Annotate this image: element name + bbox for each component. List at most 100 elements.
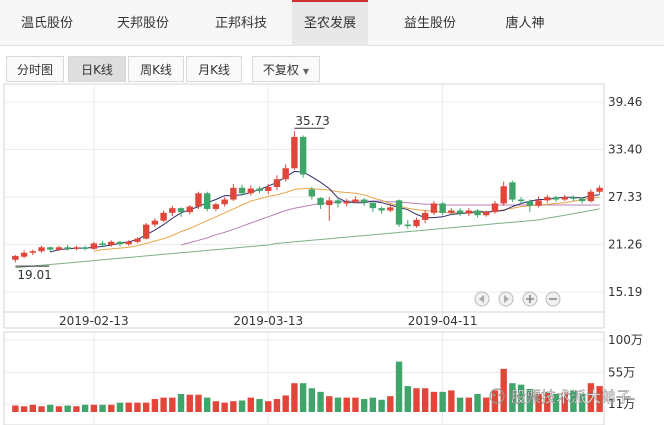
candle — [387, 204, 394, 213]
stock-tab[interactable]: 温氏股份 — [20, 16, 73, 31]
volume-bar — [422, 388, 429, 412]
chevron-down-icon: ▼ — [302, 67, 310, 76]
volume-bar — [55, 406, 63, 412]
stock-tab[interactable]: 益生股份 — [403, 16, 456, 31]
candle — [47, 246, 54, 252]
volume-bar — [38, 406, 45, 412]
candle-body — [230, 187, 237, 200]
candle-body — [195, 193, 202, 207]
candle — [544, 194, 551, 203]
volume-bar — [465, 397, 472, 412]
volume-bar — [273, 399, 281, 412]
candle — [404, 219, 411, 229]
candle — [282, 164, 289, 182]
volume-bar — [552, 394, 560, 412]
y-tick-label: 33.40 — [608, 142, 642, 156]
volume-bar — [108, 404, 115, 412]
volume-tick-label: 11万 — [608, 397, 635, 411]
candle-body — [151, 220, 159, 225]
candle — [29, 249, 36, 256]
zoom-in-icon[interactable] — [522, 291, 538, 307]
ma60-line — [15, 208, 600, 269]
candle — [474, 208, 481, 218]
candle-body — [369, 202, 377, 209]
candle — [422, 210, 429, 224]
candle — [578, 197, 586, 204]
volume-bar — [491, 390, 499, 412]
volume-bar — [430, 391, 438, 412]
x-tick-label: 2019-02-13 — [59, 314, 129, 328]
volume-bar — [369, 397, 377, 412]
candle — [238, 184, 246, 196]
volume-bar — [439, 391, 446, 412]
volume-bar — [169, 397, 176, 412]
stock-tab[interactable]: 正邦科技 — [214, 16, 267, 31]
candle — [108, 240, 115, 247]
candle — [334, 197, 342, 208]
volume-bar — [221, 402, 228, 412]
y-tick-label: 15.19 — [608, 285, 642, 299]
volume-bar — [116, 402, 124, 412]
candle — [517, 197, 525, 204]
candle-body — [204, 193, 211, 209]
candle — [395, 199, 403, 227]
candle-body — [395, 200, 403, 225]
candle — [369, 201, 377, 213]
x-tick-label: 2019-03-13 — [233, 314, 303, 328]
volume-bar — [134, 402, 141, 412]
y-tick-label: 27.33 — [608, 190, 642, 204]
candle — [90, 241, 98, 250]
volume-bar — [212, 401, 220, 412]
volume-tick-label: 55万 — [608, 365, 635, 379]
candle-body — [116, 241, 124, 245]
zoom-out-icon[interactable] — [545, 291, 561, 307]
volume-bar — [544, 391, 551, 412]
volume-bar — [517, 384, 525, 412]
volume-bar — [413, 388, 420, 412]
volume-bar — [378, 399, 385, 412]
candle — [212, 202, 220, 212]
x-tick-label: 2019-04-11 — [408, 314, 478, 328]
candle — [177, 207, 185, 217]
ma5-line — [50, 170, 600, 253]
stock-tab-active[interactable]: 圣农发展 — [292, 0, 368, 46]
volume-bar — [352, 397, 359, 412]
volume-bar — [308, 388, 316, 412]
scroll-left-icon[interactable] — [474, 291, 490, 307]
volume-bars — [12, 361, 603, 412]
candle-body — [596, 187, 603, 192]
volume-bar — [81, 404, 89, 412]
candle — [142, 223, 150, 240]
volume-bar — [526, 388, 534, 412]
volume-bar — [474, 394, 481, 412]
candle-body — [317, 197, 324, 206]
candle-body — [491, 203, 499, 213]
adjust-dropdown[interactable]: 不复权 ▼ — [252, 56, 320, 82]
period-monthly-button[interactable]: 月K线 — [186, 56, 242, 82]
candle — [500, 181, 507, 206]
candle-body — [378, 208, 385, 211]
volume-bar — [456, 397, 464, 412]
volume-bar — [265, 401, 272, 412]
high-price-label: 35.73 — [295, 114, 329, 128]
candle — [596, 185, 603, 195]
candle — [160, 210, 167, 223]
candle-body — [387, 207, 394, 211]
volume-bar — [151, 399, 159, 412]
period-intraday-button[interactable]: 分时图 — [6, 56, 64, 82]
candle — [360, 197, 368, 206]
stock-tab[interactable]: 唐人神 — [505, 16, 545, 31]
candle-body — [142, 224, 150, 239]
candle — [230, 183, 237, 202]
period-weekly-button[interactable]: 周K线 — [128, 56, 184, 82]
volume-bar — [578, 394, 586, 412]
candle — [299, 135, 307, 178]
stock-tab[interactable]: 天邦股份 — [116, 16, 169, 31]
scroll-right-icon[interactable] — [498, 291, 514, 307]
volume-bar — [535, 394, 542, 412]
candle — [55, 245, 63, 252]
candle-body — [55, 247, 63, 250]
candle-body — [20, 252, 28, 257]
candle — [448, 208, 455, 216]
period-daily-button[interactable]: 日K线 — [68, 56, 126, 82]
